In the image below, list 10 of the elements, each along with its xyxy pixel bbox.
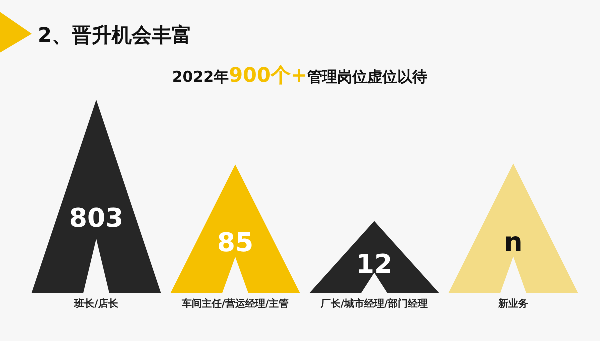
text: 2、晋升机会丰富	[38, 23, 192, 47]
category-label: 班长/店长	[74, 298, 120, 310]
category-label: 车间主任/营运经理/主管	[180, 298, 290, 310]
data-label: 803	[69, 204, 124, 234]
data-label: n	[504, 228, 523, 258]
category-label: 新业务	[498, 298, 528, 310]
category-label: 厂长/城市经理/部门经理	[320, 298, 428, 310]
text: 2022年900个+管理岗位虚位以待	[172, 63, 428, 87]
data-label: 12	[356, 250, 393, 280]
data-label: 85	[217, 228, 254, 258]
